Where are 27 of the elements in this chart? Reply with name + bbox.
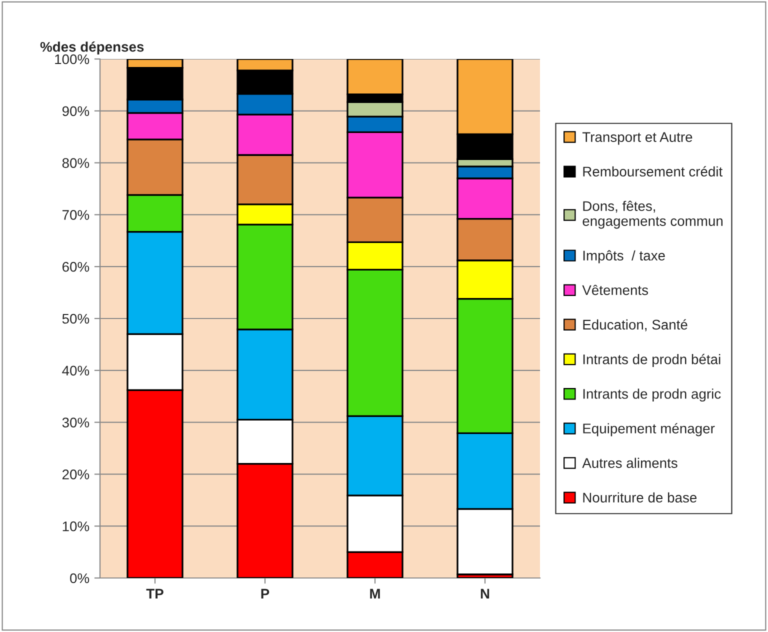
chart-title: %des dépenses	[40, 41, 144, 55]
legend-label: Transport et Autre	[582, 132, 692, 145]
legend-label: Autres aliments	[582, 458, 678, 468]
y-tick-label: 100%	[55, 54, 90, 64]
y-tick-label: 40%	[62, 366, 90, 376]
y-tick-label: 50%	[62, 314, 90, 324]
y-tick-label: 30%	[62, 418, 90, 428]
x-tick-label: P	[261, 588, 270, 598]
y-tick-label: 60%	[62, 262, 90, 272]
legend-label: Impôts / taxe	[583, 250, 665, 264]
y-tick-label: 80%	[62, 158, 90, 168]
legend-label: Education, Santé	[583, 319, 688, 332]
legend-label: Nourriture de base	[583, 492, 697, 503]
y-tick-label: 0%	[70, 573, 90, 584]
legend-label: Dons, fêtes, engagements commun	[582, 200, 723, 229]
y-tick-label: 20%	[62, 470, 90, 480]
y-tick-label: 90%	[62, 106, 90, 116]
y-tick-label: 10%	[62, 521, 90, 532]
x-tick-label: N	[480, 588, 490, 598]
legend-label: Equipement ménager	[583, 423, 715, 436]
legend-label: Vêtements	[582, 284, 648, 296]
y-tick-label: 70%	[62, 210, 90, 220]
legend-label: Remboursement crédit	[583, 166, 723, 177]
x-tick-label: TP	[146, 588, 164, 598]
legend-label: Intrants de prodn agric	[583, 388, 721, 402]
legend-label: Intrants de prodn bétai	[583, 354, 720, 367]
x-tick-label: M	[370, 588, 380, 598]
